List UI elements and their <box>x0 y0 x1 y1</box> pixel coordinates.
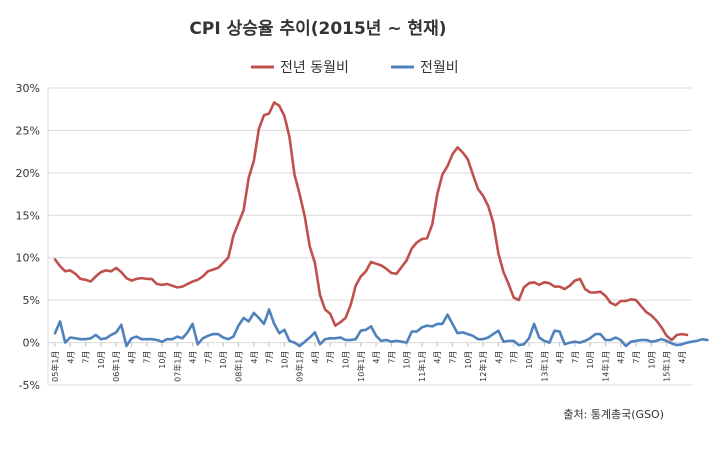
chart-title: CPI 상승율 추이(2015년 ~ 현재) <box>189 19 446 39</box>
x-tick-label: 14年1月 <box>600 351 610 382</box>
x-tick-label: 7月 <box>571 351 580 364</box>
x-tick-label: 7月 <box>449 351 458 364</box>
series-line-mom <box>53 308 709 348</box>
x-tick-label: 4月 <box>66 351 75 364</box>
x-tick-label: 7月 <box>510 351 519 364</box>
x-axis: 05年1月 4月 7月 10月 06年1月 4月 7月 10月 07年1月 4月 7月 10月 08年1… <box>50 342 687 382</box>
y-tick-label: 10% <box>16 252 40 265</box>
x-tick-label: 07年1月 <box>172 351 182 382</box>
series-lines <box>53 101 709 348</box>
x-tick-label: 15年1月 <box>662 351 672 382</box>
x-tick-label: 7月 <box>143 351 152 364</box>
x-tick-label: 10年1月 <box>356 351 366 382</box>
x-tick-label: 10月 <box>647 351 656 369</box>
chart-legend: 전년 동월비 전월비 <box>251 60 459 76</box>
x-tick-label: 4月 <box>311 351 320 364</box>
y-tick-label: -5% <box>19 379 40 392</box>
x-tick-label: 10月 <box>219 351 228 369</box>
x-tick-label: 7月 <box>265 351 274 364</box>
x-tick-label: 10月 <box>464 351 473 369</box>
x-tick-label: 13年1月 <box>539 351 549 382</box>
y-tick-label: 20% <box>16 167 40 180</box>
x-tick-label: 7月 <box>82 351 91 364</box>
x-tick-label: 10月 <box>158 351 167 369</box>
x-tick-label: 4月 <box>678 351 687 364</box>
x-tick-label: 7月 <box>204 351 213 364</box>
y-tick-label: 0% <box>23 337 40 350</box>
x-tick-label: 7月 <box>387 351 396 364</box>
x-tick-label: 05年1月 <box>50 351 60 382</box>
x-tick-label: 4月 <box>433 351 442 364</box>
x-tick-label: 10月 <box>97 351 106 369</box>
x-tick-label: 09年1月 <box>295 351 305 382</box>
y-axis: 30% 25% 20% 15% 10% 5% 0% -5% <box>16 82 40 392</box>
x-tick-label: 4月 <box>127 351 136 364</box>
y-tick-label: 5% <box>23 294 40 307</box>
x-tick-label: 4月 <box>556 351 565 364</box>
x-tick-label: 12年1月 <box>478 351 488 382</box>
gridlines <box>47 87 692 386</box>
x-tick-label: 7月 <box>326 351 335 364</box>
x-tick-label: 11年1月 <box>417 351 427 382</box>
legend-label-mom: 전월비 <box>420 60 459 76</box>
source-note: 출처: 통계총국(GSO) <box>563 408 664 421</box>
x-tick-label: 4月 <box>617 351 626 364</box>
x-tick-label: 10月 <box>403 351 412 369</box>
series-line-yoy <box>53 101 689 342</box>
x-tick-label: 4月 <box>494 351 503 364</box>
y-tick-label: 25% <box>16 124 40 137</box>
x-tick-label: 4月 <box>372 351 381 364</box>
x-tick-label: 10月 <box>342 351 351 369</box>
x-tick-label: 06年1月 <box>111 351 121 382</box>
x-tick-label: 4月 <box>250 351 259 364</box>
legend-label-yoy: 전년 동월비 <box>280 60 349 76</box>
x-tick-label: 10月 <box>586 351 595 369</box>
y-tick-label: 15% <box>16 209 40 222</box>
x-tick-label: 4月 <box>189 351 198 364</box>
y-tick-label: 30% <box>16 82 40 95</box>
x-tick-label: 10月 <box>280 351 289 369</box>
x-tick-label: 08年1月 <box>233 351 243 382</box>
x-tick-label: 7月 <box>632 351 641 364</box>
x-tick-label: 10月 <box>525 351 534 369</box>
